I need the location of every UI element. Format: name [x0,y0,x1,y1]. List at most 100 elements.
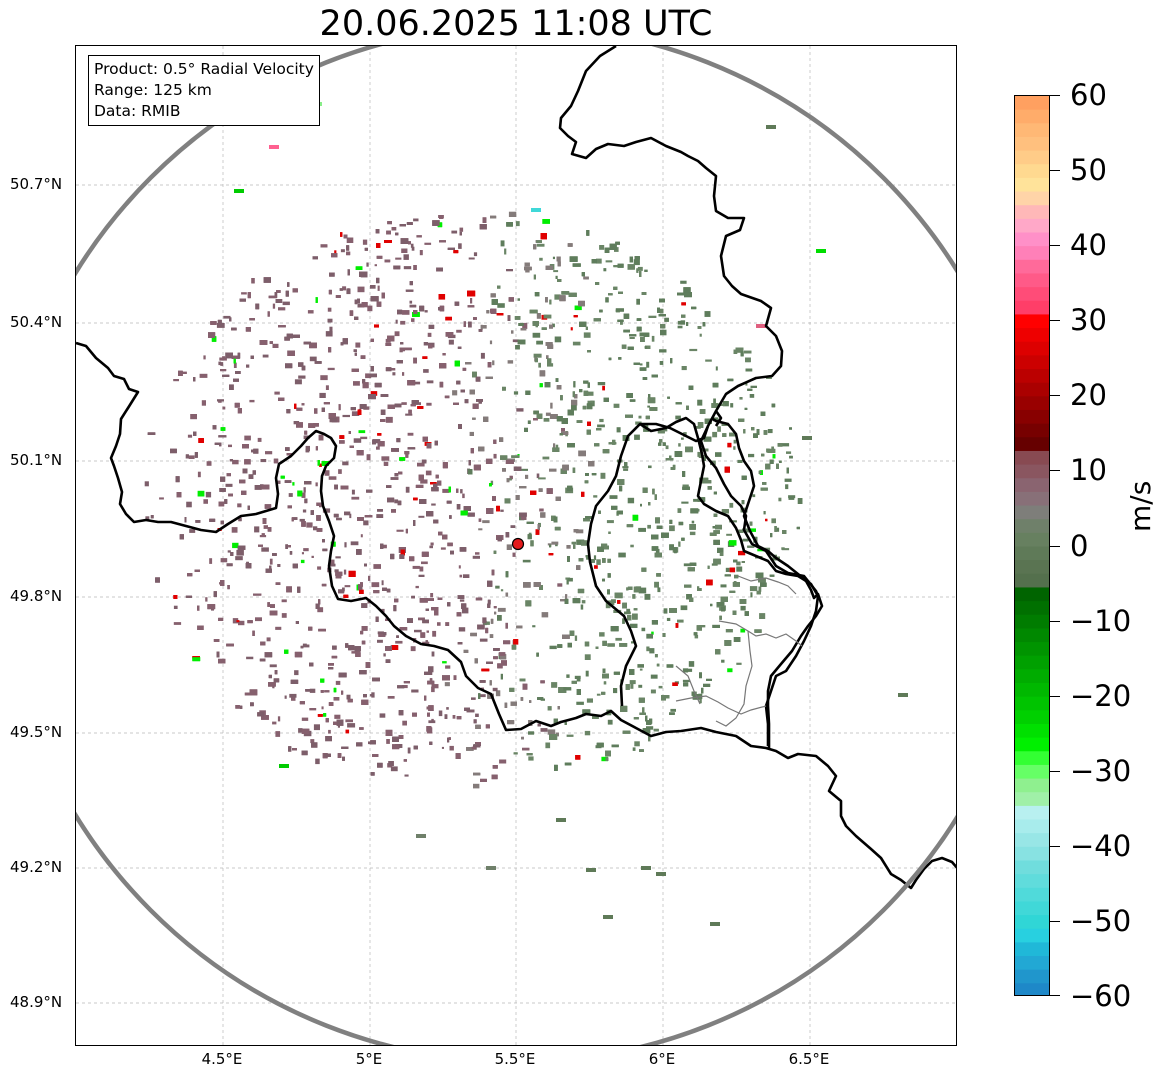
echo-pixel [564,598,569,604]
echo-pixel [436,267,443,272]
echo-pixel [736,566,743,572]
echo-pixel [244,459,251,465]
echo-pixel [506,222,513,227]
echo-pixel [456,380,461,385]
echo-pixel [370,296,379,302]
echo-pixel [235,371,241,374]
echo-pixel [525,600,532,607]
echo-pixel [520,328,527,331]
echo-pixel [617,319,624,322]
echo-pixel [487,362,492,368]
echo-pixel [492,765,498,769]
radar-map[interactable] [75,45,957,1046]
echo-pixel [587,350,591,353]
echo-pixel [348,645,355,651]
echo-pixel [771,446,774,452]
echo-pixel [562,464,569,471]
echo-pixel [465,362,472,365]
echo-pixel [550,402,553,409]
radar-site-marker[interactable] [511,537,525,551]
echo-pixel [524,262,530,267]
echo-pixel [246,561,249,566]
echo-pixel [370,366,374,372]
echo-pixel [396,438,401,443]
echo-pixel [572,391,575,398]
echo-pixel [439,381,444,388]
echo-pixel [624,611,631,615]
echo-pixel [213,639,220,642]
echo-pixel [448,737,451,740]
echo-pixel [209,558,213,564]
echo-pixel [392,736,399,742]
echo-pixel [390,766,398,772]
echo-pixel [669,519,673,524]
echo-pixel [545,412,551,416]
echo-pixel [750,385,757,388]
echo-pixel [305,448,310,453]
echo-pixel [738,550,746,556]
echo-pixel [636,298,640,305]
echo-pixel [400,549,405,556]
echo-pixel [473,744,481,748]
echo-pixel [566,545,571,549]
echo-pixel [686,405,689,410]
echo-pixel [563,687,572,691]
echo-pixel [360,355,366,359]
echo-pixel [497,285,501,289]
echo-pixel [405,528,408,534]
echo-pixel [362,379,366,384]
echo-pixel [596,559,601,565]
echo-pixel [474,658,478,664]
echo-pixel [547,344,554,349]
echo-pixel [639,367,647,371]
echo-pixel [508,297,514,302]
echo-pixel [500,673,503,680]
echo-pixel [540,512,546,518]
echo-pixel [576,689,581,695]
echo-pixel [405,486,410,493]
echo-pixel [520,697,524,701]
echo-pixel [299,701,305,705]
echo-pixel [235,705,240,709]
echo-pixel [286,333,293,339]
echo-pixel [650,689,656,694]
echo-pixel [298,375,306,379]
echo-pixel [407,447,416,450]
echo-pixel [302,643,307,647]
echo-pixel [593,495,598,498]
echo-pixel [297,586,301,593]
echo-pixel [286,586,292,593]
echo-pixel [522,747,530,751]
echo-pixel [434,610,439,616]
echo-pixel [457,346,462,349]
echo-pixel [367,305,373,312]
echo-pixel [602,640,607,646]
echo-pixel [286,453,294,456]
echo-pixel [494,611,497,615]
echo-pixel [324,470,330,476]
echo-pixel [442,661,447,664]
echo-pixel [576,420,583,423]
echo-pixel [354,299,358,305]
echo-pixel [627,586,633,590]
echo-pixel [377,433,382,436]
echo-pixel [385,729,393,736]
echo-pixel [334,569,339,573]
echo-pixel [785,484,789,490]
echo-pixel [725,567,730,572]
echo-pixel [528,731,535,735]
echo-pixel [573,381,576,388]
echo-pixel [329,417,337,423]
echo-pixel [699,409,706,414]
echo-pixel [645,715,648,722]
echo-pixel [511,644,517,650]
echo-pixel [669,455,672,460]
echo-pixel [776,556,780,559]
echo-pixel [260,641,266,646]
echo-pixel [566,674,570,678]
echo-pixel [658,442,662,446]
echo-pixel [359,670,367,675]
echo-pixel [218,435,227,438]
echo-pixel [400,320,406,325]
echo-pixel [579,389,583,393]
